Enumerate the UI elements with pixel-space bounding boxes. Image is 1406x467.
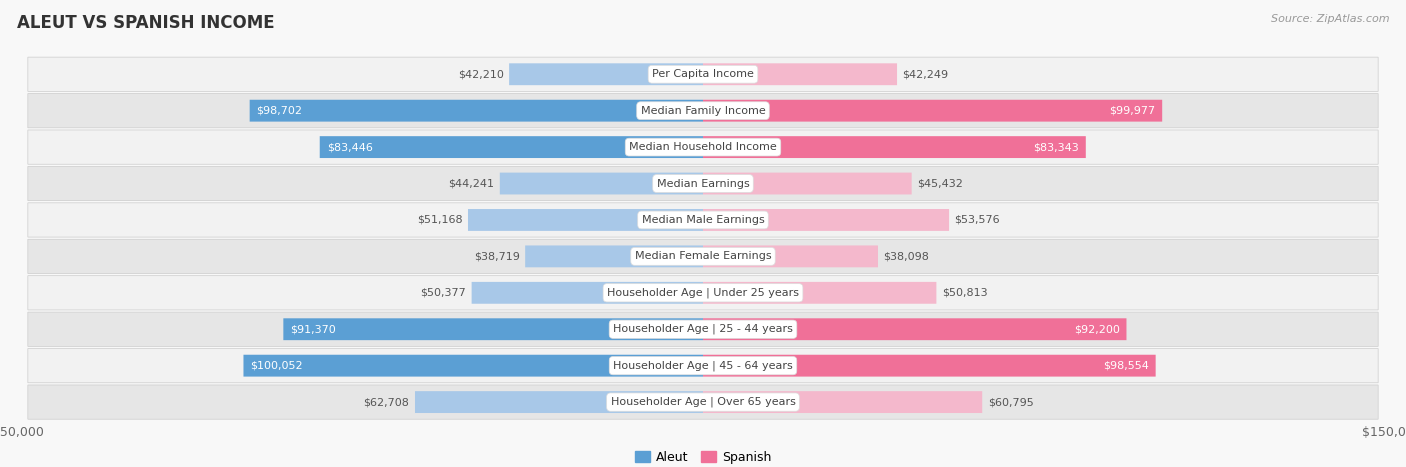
FancyBboxPatch shape: [28, 348, 1378, 383]
Text: Householder Age | Under 25 years: Householder Age | Under 25 years: [607, 288, 799, 298]
Text: $42,210: $42,210: [458, 69, 503, 79]
FancyBboxPatch shape: [243, 355, 703, 376]
FancyBboxPatch shape: [28, 130, 1378, 164]
FancyBboxPatch shape: [703, 318, 1126, 340]
FancyBboxPatch shape: [28, 57, 1378, 92]
FancyBboxPatch shape: [28, 385, 1378, 419]
Text: Median Female Earnings: Median Female Earnings: [634, 251, 772, 262]
FancyBboxPatch shape: [703, 282, 936, 304]
FancyBboxPatch shape: [499, 173, 703, 194]
Text: $91,370: $91,370: [290, 324, 336, 334]
Text: $62,708: $62,708: [364, 397, 409, 407]
Text: Householder Age | 25 - 44 years: Householder Age | 25 - 44 years: [613, 324, 793, 334]
Text: Per Capita Income: Per Capita Income: [652, 69, 754, 79]
Text: $44,241: $44,241: [449, 178, 495, 189]
Text: $83,446: $83,446: [326, 142, 373, 152]
FancyBboxPatch shape: [703, 355, 1156, 376]
Text: Householder Age | Over 65 years: Householder Age | Over 65 years: [610, 397, 796, 407]
FancyBboxPatch shape: [703, 136, 1085, 158]
Text: $50,813: $50,813: [942, 288, 987, 298]
Text: $50,377: $50,377: [420, 288, 467, 298]
FancyBboxPatch shape: [28, 239, 1378, 274]
FancyBboxPatch shape: [284, 318, 703, 340]
FancyBboxPatch shape: [703, 173, 911, 194]
Text: $53,576: $53,576: [955, 215, 1000, 225]
FancyBboxPatch shape: [703, 209, 949, 231]
FancyBboxPatch shape: [319, 136, 703, 158]
FancyBboxPatch shape: [28, 276, 1378, 310]
Text: Source: ZipAtlas.com: Source: ZipAtlas.com: [1271, 14, 1389, 24]
FancyBboxPatch shape: [468, 209, 703, 231]
FancyBboxPatch shape: [471, 282, 703, 304]
Text: $60,795: $60,795: [988, 397, 1033, 407]
Text: Householder Age | 45 - 64 years: Householder Age | 45 - 64 years: [613, 361, 793, 371]
Legend: Aleut, Spanish: Aleut, Spanish: [630, 446, 776, 467]
FancyBboxPatch shape: [526, 246, 703, 267]
Text: $83,343: $83,343: [1033, 142, 1078, 152]
FancyBboxPatch shape: [703, 246, 877, 267]
Text: Median Male Earnings: Median Male Earnings: [641, 215, 765, 225]
FancyBboxPatch shape: [250, 100, 703, 121]
FancyBboxPatch shape: [509, 64, 703, 85]
FancyBboxPatch shape: [703, 100, 1163, 121]
Text: $38,098: $38,098: [883, 251, 929, 262]
FancyBboxPatch shape: [703, 391, 983, 413]
Text: $92,200: $92,200: [1074, 324, 1119, 334]
FancyBboxPatch shape: [28, 312, 1378, 347]
Text: $38,719: $38,719: [474, 251, 520, 262]
Text: $99,977: $99,977: [1109, 106, 1156, 116]
Text: ALEUT VS SPANISH INCOME: ALEUT VS SPANISH INCOME: [17, 14, 274, 32]
Text: Median Earnings: Median Earnings: [657, 178, 749, 189]
FancyBboxPatch shape: [28, 166, 1378, 201]
FancyBboxPatch shape: [28, 203, 1378, 237]
FancyBboxPatch shape: [703, 64, 897, 85]
Text: $98,554: $98,554: [1102, 361, 1149, 371]
Text: $45,432: $45,432: [917, 178, 963, 189]
Text: $42,249: $42,249: [903, 69, 949, 79]
Text: Median Family Income: Median Family Income: [641, 106, 765, 116]
FancyBboxPatch shape: [28, 93, 1378, 128]
Text: $98,702: $98,702: [256, 106, 302, 116]
Text: Median Household Income: Median Household Income: [628, 142, 778, 152]
Text: $51,168: $51,168: [416, 215, 463, 225]
Text: $100,052: $100,052: [250, 361, 302, 371]
FancyBboxPatch shape: [415, 391, 703, 413]
